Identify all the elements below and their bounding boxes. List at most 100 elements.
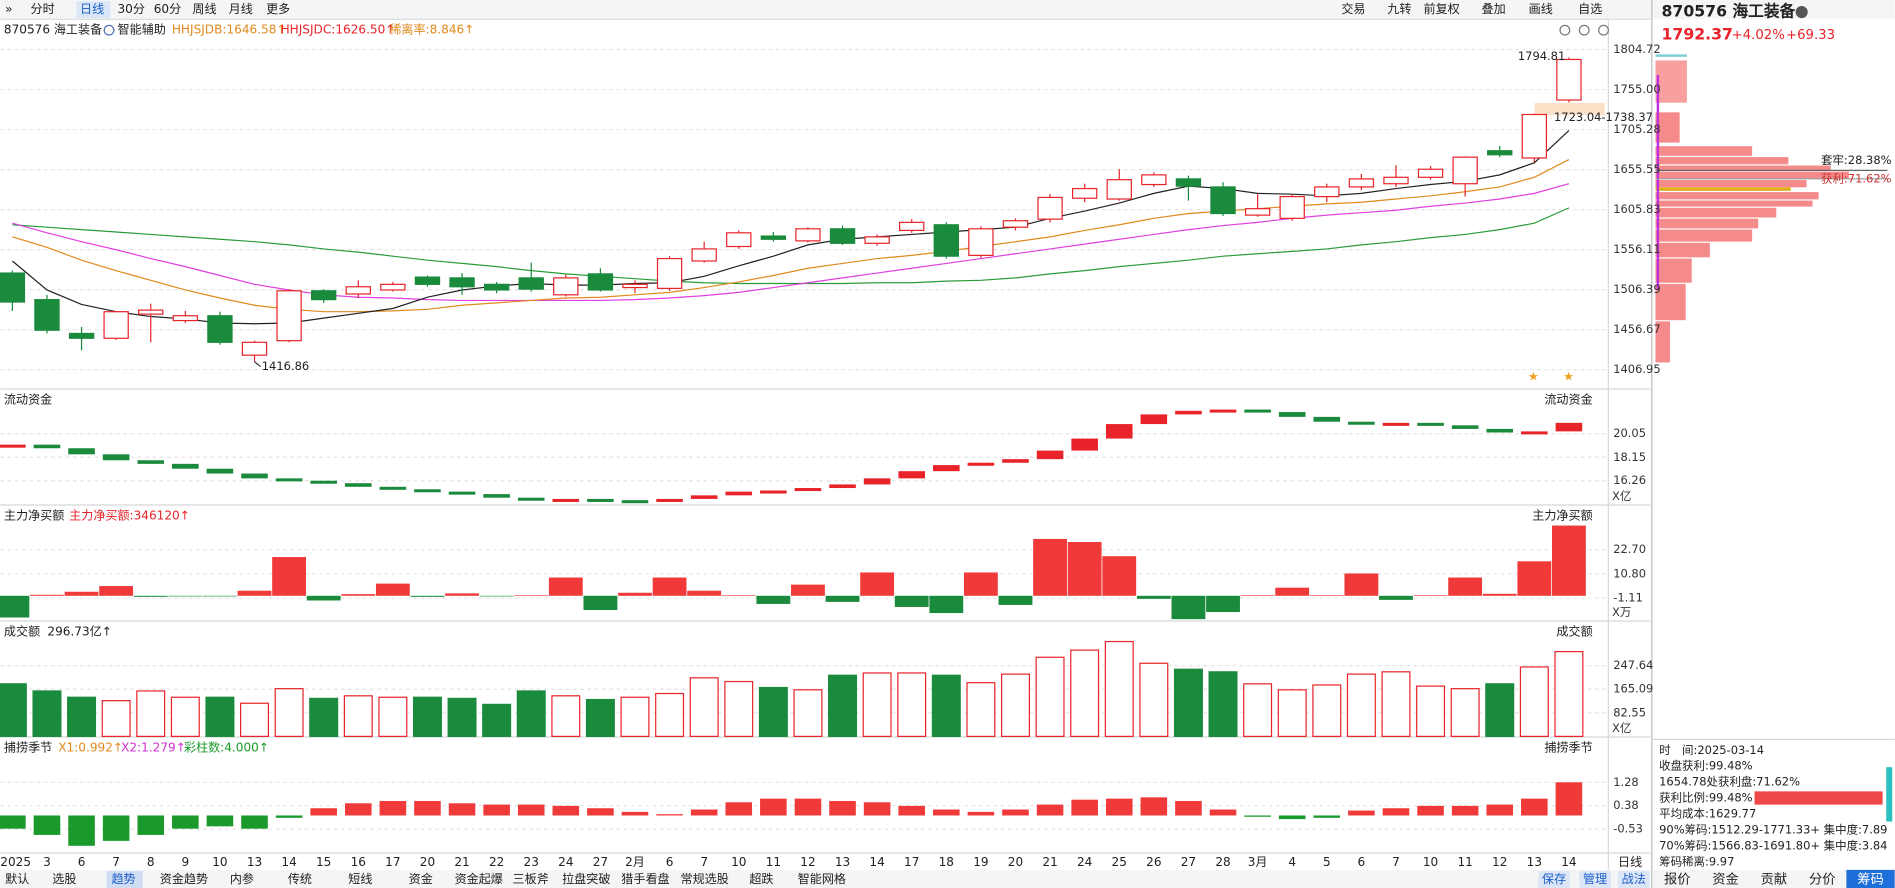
volume-bar	[551, 695, 581, 737]
volume-bar	[1104, 640, 1134, 737]
toolbar-button[interactable]: 九转	[1387, 1, 1411, 16]
volume-bar	[1554, 651, 1584, 737]
x-tick-label: 4	[1288, 855, 1296, 869]
bottom-tab[interactable]: 传统	[288, 871, 312, 886]
bottom-tab[interactable]: 内参	[230, 871, 254, 886]
low-label: 1416.86	[262, 359, 309, 373]
bottom-button[interactable]: 管理	[1583, 871, 1607, 886]
x-tick-label: 11	[766, 855, 781, 869]
volume-bar	[655, 692, 685, 737]
icon[interactable]	[1559, 24, 1571, 36]
bottom-tab[interactable]: 默认	[5, 871, 29, 886]
flow-bar	[206, 468, 234, 474]
bar	[341, 594, 376, 596]
x-tick-label: 22	[489, 855, 504, 869]
toolbar-tab[interactable]: 更多	[266, 2, 290, 16]
chip-bar	[1655, 242, 1710, 258]
sidebar-tab[interactable]: 分价	[1809, 872, 1836, 888]
candle-body	[1175, 178, 1202, 187]
flow-bar	[1175, 410, 1202, 415]
bottom-tab[interactable]: 三板斧	[513, 872, 549, 886]
volume-bar	[1519, 666, 1549, 737]
y-tick-label: 1506.39	[1613, 282, 1660, 296]
toolbar-tab[interactable]: 分时	[31, 2, 55, 16]
toolbar-button[interactable]: 叠加	[1482, 2, 1506, 16]
bottom-tab[interactable]: 资金趋势	[160, 871, 208, 886]
bar	[1379, 595, 1413, 600]
chip-axis	[1656, 74, 1660, 290]
toolbar-button[interactable]: 自选	[1578, 2, 1602, 16]
bottom-tab[interactable]: 短线	[348, 872, 372, 886]
y-tick-label: 1556.11	[1613, 242, 1660, 256]
toolbar-tab[interactable]: 月线	[229, 2, 253, 16]
candle-body	[1244, 208, 1271, 216]
toolbar-tab[interactable]: 周线	[192, 2, 216, 16]
chip-info: 90%筹码:1512.29-1771.33+ 集中度:7.89	[1659, 823, 1887, 837]
panel-title: 成交额	[4, 623, 40, 638]
sidebar-tab[interactable]: 报价	[1664, 872, 1691, 888]
icon[interactable]	[1598, 24, 1609, 36]
toolbar-button[interactable]: 交易	[1341, 1, 1365, 16]
sidebar-tab[interactable]: 贡献	[1761, 872, 1788, 888]
bottom-tab[interactable]: 选股	[52, 872, 76, 886]
x-tick-label: 17	[385, 855, 400, 869]
bottom-tab[interactable]: 拉盘突破	[562, 871, 610, 886]
toolbar-icon[interactable]: »	[5, 2, 12, 16]
profit-bar	[1754, 791, 1883, 805]
bar	[1344, 573, 1379, 596]
bottom-tab[interactable]: 智能网格	[798, 871, 846, 886]
flow-bar	[414, 489, 441, 493]
sidebar-stock: 870576 海工装备	[1662, 2, 1796, 21]
sidebar-tab[interactable]: 资金	[1712, 872, 1739, 888]
candle-body	[1452, 156, 1478, 185]
flow-bar	[0, 444, 26, 448]
bar	[860, 572, 895, 596]
chip-info: 筹码稀离:9.97	[1659, 854, 1734, 868]
bar	[379, 800, 407, 816]
flow-bar	[379, 486, 407, 490]
icon[interactable]	[1578, 24, 1590, 36]
candle-body	[449, 277, 475, 288]
volume-bar	[1070, 649, 1100, 737]
bar	[1521, 798, 1548, 816]
bottom-tab[interactable]: 资金起爆	[455, 871, 503, 886]
assist-label[interactable]: 智能辅助	[117, 22, 165, 37]
candle-body	[726, 232, 752, 248]
bottom-tab[interactable]: 常规选股	[680, 871, 728, 886]
bar	[0, 595, 30, 618]
bottom-button[interactable]: 战法	[1622, 872, 1646, 886]
bottom-tab[interactable]: 猎手看盘	[621, 871, 669, 886]
bar	[894, 595, 929, 607]
toolbar-tab[interactable]: 30分	[117, 2, 144, 16]
toolbar-tab[interactable]: 60分	[154, 2, 181, 16]
flow-bar	[690, 495, 718, 499]
assist-icon[interactable]	[103, 24, 115, 36]
panel-title: 捕捞季节	[1544, 739, 1592, 754]
chip-bar	[1655, 54, 1687, 57]
chip-bar	[1655, 187, 1791, 191]
bottom-tab[interactable]: 超跌	[749, 871, 773, 886]
x-tick-label: 2月	[625, 855, 645, 869]
candle-body	[1037, 196, 1063, 220]
bar	[99, 586, 134, 596]
chip-bar	[1655, 258, 1692, 283]
toolbar-button[interactable]: 前复权	[1424, 1, 1460, 16]
volume-bar	[828, 674, 858, 737]
bar	[1348, 810, 1375, 816]
candle-body	[207, 315, 233, 343]
bar	[133, 595, 168, 597]
bar	[721, 595, 756, 596]
bar	[998, 595, 1033, 605]
sidebar-tab[interactable]: 筹码	[1857, 871, 1884, 888]
bottom-tab[interactable]: 资金	[409, 871, 433, 886]
toolbar-button[interactable]: 画线	[1529, 2, 1553, 16]
y-tick-label: 10.80	[1613, 566, 1646, 580]
scrollbar[interactable]	[1886, 767, 1893, 822]
bottom-button[interactable]: 保存	[1542, 872, 1566, 886]
bar	[1413, 595, 1448, 596]
bottom-tab[interactable]: 趋势	[111, 872, 135, 886]
toolbar-tab[interactable]: 日线	[80, 2, 104, 16]
candle-body	[138, 309, 164, 315]
bar	[137, 815, 165, 835]
info-icon[interactable]	[1795, 6, 1808, 19]
